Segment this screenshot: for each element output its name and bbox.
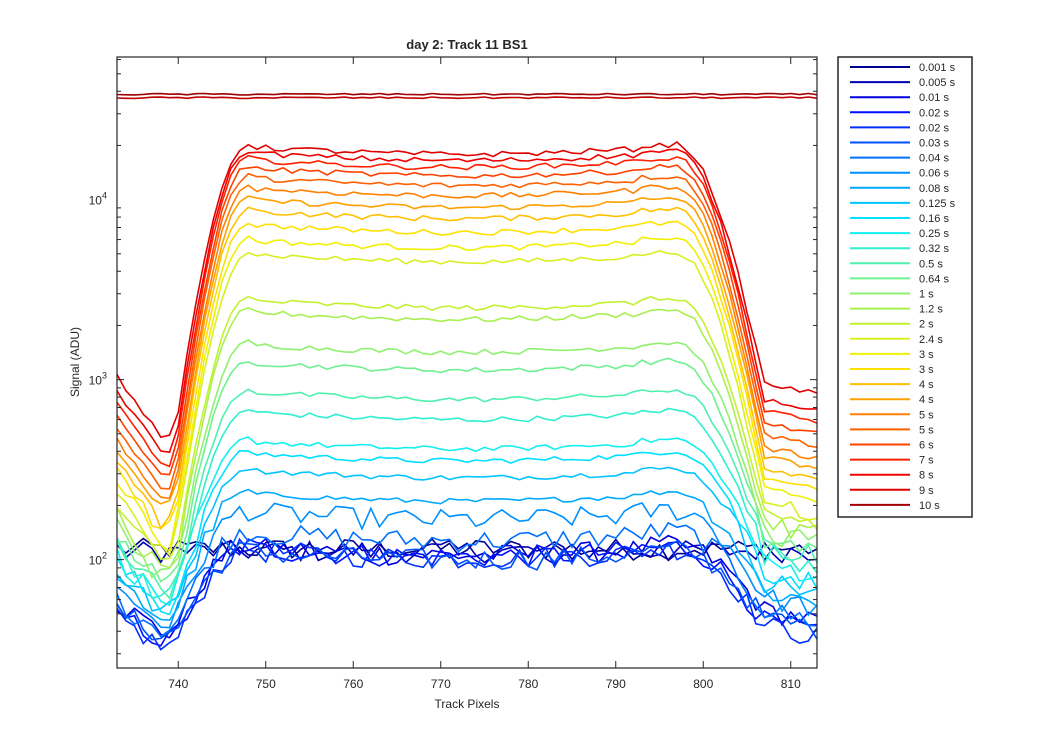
- series-line-6: [116, 539, 818, 641]
- legend-label: 0.125 s: [919, 198, 956, 210]
- plot-frame: [116, 56, 818, 669]
- series-line-29: [116, 140, 818, 439]
- series-line-26: [116, 163, 818, 476]
- legend-label: 4 s: [919, 379, 934, 391]
- legend-box: [837, 56, 973, 518]
- chart-title: day 2: Track 11 BS1: [406, 37, 527, 52]
- x-tick-label: 780: [518, 677, 538, 691]
- series-line-12: [116, 436, 818, 607]
- legend-label: 0.02 s: [919, 107, 949, 119]
- axes-layer: 740 750 760 770 780 790 800 810 102 103 104: [89, 57, 817, 691]
- x-tick-label: 750: [256, 677, 276, 691]
- series-line-24: [116, 184, 818, 500]
- legend-label: 8 s: [919, 470, 934, 482]
- legend-label: 2 s: [919, 319, 934, 331]
- x-tick-label: 810: [781, 677, 801, 691]
- series-line-28: [116, 148, 818, 454]
- series-line-25: [116, 172, 818, 490]
- series-line-10: [116, 466, 818, 612]
- legend-label: 0.001 s: [919, 62, 956, 74]
- legend-label: 2.4 s: [919, 334, 943, 346]
- series-line-8: [116, 502, 818, 629]
- legend-label: 0.08 s: [919, 183, 949, 195]
- legend-label: 1 s: [919, 289, 934, 301]
- series-line-21: [116, 220, 818, 530]
- plot-area: [117, 57, 817, 668]
- x-tick-label: 800: [693, 677, 713, 691]
- series-line-11: [116, 449, 818, 616]
- series-line-27: [116, 154, 818, 468]
- legend-label: 0.04 s: [919, 153, 949, 165]
- legend-label: 0.32 s: [919, 243, 949, 255]
- series-line-19: [116, 250, 818, 557]
- series-line-15: [116, 357, 818, 583]
- series-line-22: [116, 206, 818, 531]
- x-tick-label: 790: [606, 677, 626, 691]
- legend-label: 0.02 s: [919, 122, 949, 134]
- series-layer: [116, 92, 818, 651]
- legend-label: 9 s: [919, 485, 934, 497]
- series-line-23: [116, 195, 818, 505]
- legend-label: 0.01 s: [919, 92, 949, 104]
- legend-label: 0.64 s: [919, 273, 949, 285]
- y-tick-label: 104: [89, 191, 107, 208]
- legend-label: 0.03 s: [919, 138, 949, 150]
- series-line-9: [116, 488, 818, 622]
- legend-label: 0.16 s: [919, 213, 949, 225]
- legend-label: 4 s: [919, 394, 934, 406]
- series-line-13: [116, 407, 818, 600]
- series-line-20: [116, 235, 818, 553]
- series-line-17: [116, 306, 818, 569]
- legend-label: 7 s: [919, 455, 934, 467]
- series-line-16: [116, 338, 818, 579]
- legend-label: 5 s: [919, 424, 934, 436]
- y-axis-label: Signal (ADU): [68, 327, 82, 397]
- x-axis-label: Track Pixels: [435, 697, 500, 711]
- legend-label: 3 s: [919, 349, 934, 361]
- x-tick-label: 760: [343, 677, 363, 691]
- legend-label: 6 s: [919, 440, 934, 452]
- series-line-7: [116, 521, 818, 638]
- legend-label: 1.2 s: [919, 304, 943, 316]
- y-tick-label: 102: [89, 551, 107, 568]
- legend-label: 3 s: [919, 364, 934, 376]
- y-tick-label: 103: [89, 371, 107, 388]
- series-line-30-trace: [116, 96, 818, 100]
- legend: 0.001 s 0.005 s 0.01 s 0.02 s 0.02 s 0.03 s 0.…: [837, 56, 973, 518]
- legend-label: 0.25 s: [919, 228, 949, 240]
- legend-label: 10 s: [919, 500, 940, 512]
- series-line-18: [116, 295, 818, 561]
- legend-label: 0.005 s: [919, 77, 956, 89]
- x-tick-label: 740: [168, 677, 188, 691]
- series-line-14: [116, 388, 818, 600]
- legend-label: 5 s: [919, 409, 934, 421]
- legend-label: 0.5 s: [919, 258, 943, 270]
- x-tick-label: 770: [431, 677, 451, 691]
- series-line-5: [116, 537, 818, 651]
- series-line-30: [116, 92, 818, 96]
- legend-label: 0.06 s: [919, 168, 949, 180]
